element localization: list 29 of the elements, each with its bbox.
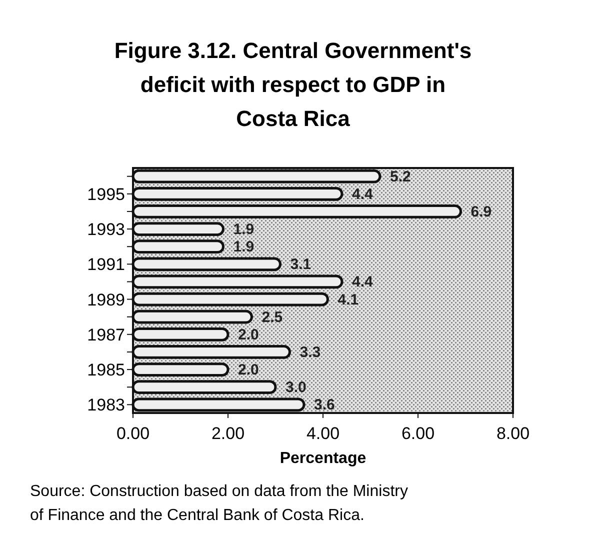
y-tick-label: 1987 xyxy=(87,325,125,344)
x-tick-label: 8.00 xyxy=(496,424,530,443)
y-tick-label: 1983 xyxy=(87,396,125,415)
x-tick-label: 6.00 xyxy=(401,424,435,443)
x-tick-label: 2.00 xyxy=(211,424,245,443)
data-label: 1.9 xyxy=(233,221,254,238)
data-label: 1.9 xyxy=(233,238,254,256)
data-label: 3.6 xyxy=(314,396,335,414)
data-label: 3.0 xyxy=(286,379,306,396)
x-axis-title: Percentage xyxy=(280,450,366,467)
data-label: 2.0 xyxy=(238,326,259,344)
data-label: 3.1 xyxy=(290,256,312,274)
data-label: 4.4 xyxy=(352,274,374,291)
y-tick-label: 1995 xyxy=(87,184,125,204)
y-tick-label: 1989 xyxy=(87,290,125,310)
data-label: 2.0 xyxy=(238,362,259,379)
data-label: 3.3 xyxy=(300,344,321,361)
data-label: 4.4 xyxy=(352,186,374,203)
y-tick-label: 1991 xyxy=(87,255,125,274)
data-label: 5.2 xyxy=(390,168,411,186)
y-tick-label: 1985 xyxy=(87,360,125,380)
chart-title: Figure 3.12. Central Government's deficit with respect to GDP in Costa Rica xyxy=(114,38,472,131)
x-tick-label: 4.00 xyxy=(306,424,340,443)
data-label: 2.5 xyxy=(262,308,283,326)
y-tick-label: 1993 xyxy=(87,220,125,240)
data-label: 4.1 xyxy=(338,291,359,308)
source-note: Source: Construction based on data from the Ministry of Finance and the Central Bank of Costa Rica. xyxy=(30,483,408,524)
x-tick-label: 0.00 xyxy=(116,424,150,443)
data-label: 6.9 xyxy=(470,203,492,220)
